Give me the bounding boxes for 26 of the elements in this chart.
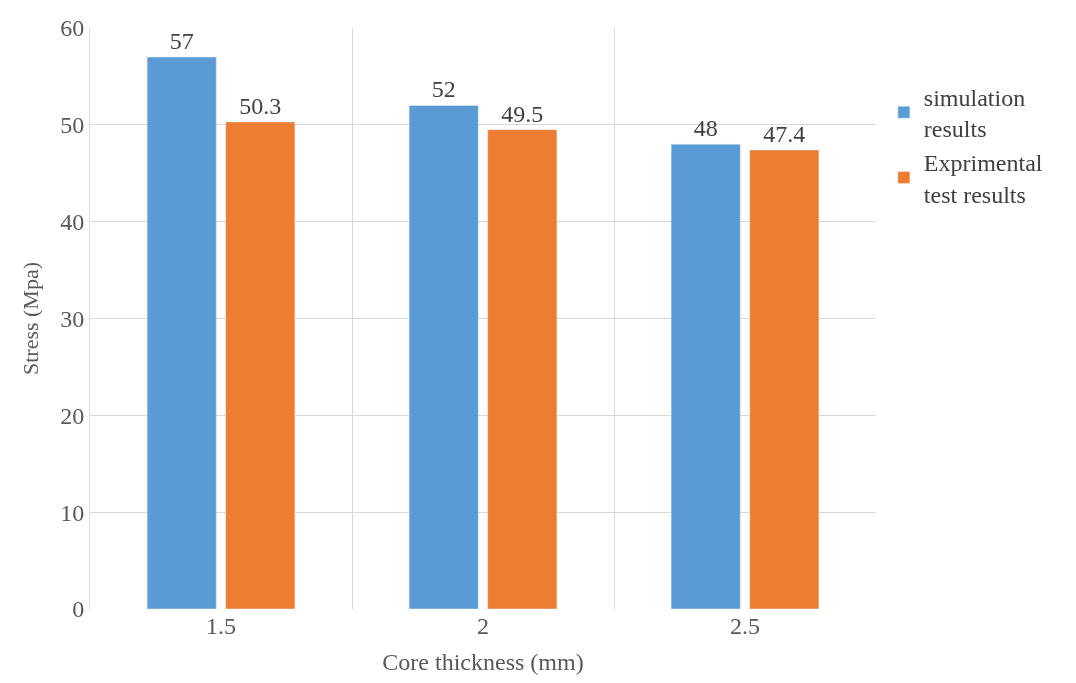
data-label: 50.3 [239,92,282,119]
y-tick-label: 0 [72,596,85,623]
legend-label: Exprimental test results [923,150,1043,208]
bar [487,129,558,609]
y-tick-label: 40 [60,209,85,236]
y-axis-title: Stress (Mpa) [18,261,43,376]
x-tick-label: 1.5 [206,613,236,639]
data-label: 48 [693,115,718,142]
y-tick-label: 30 [60,305,85,332]
x-tick-label: 2 [477,613,489,639]
y-tick-label: 60 [60,15,85,42]
x-axis-title: Core thickness (mm) [382,649,584,676]
bar [670,143,741,609]
data-label: 57 [169,28,194,55]
legend-label: simulation results [923,84,1026,143]
y-tick-label: 10 [60,499,85,526]
y-tick-label: 50 [60,112,85,139]
y-tick-label: 20 [60,402,85,429]
data-label: 47.4 [763,121,806,148]
bar [225,121,296,609]
bar [146,56,217,609]
bar [749,149,820,609]
data-label: 52 [431,76,456,103]
bar [408,105,479,609]
data-label: 49.5 [501,100,544,127]
x-tick-label: 2.5 [730,613,760,639]
